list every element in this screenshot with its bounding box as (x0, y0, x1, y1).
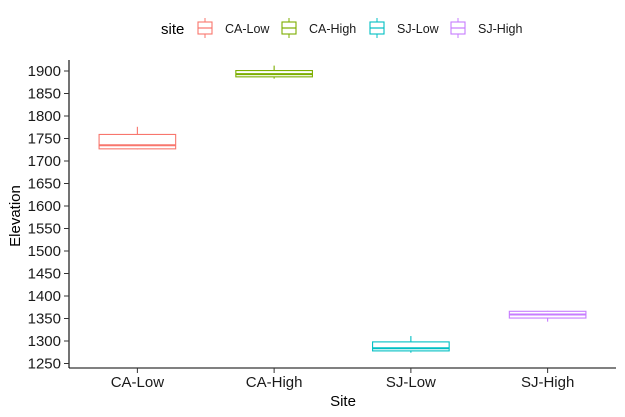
y-tick-label: 1350 (28, 311, 61, 328)
y-tick-label: 1750 (28, 131, 61, 148)
x-tick-label: CA-Low (111, 374, 165, 391)
x-tick-label: SJ-Low (386, 374, 436, 391)
legend-item-sj-high: SJ-High (450, 18, 523, 38)
y-axis-title: Elevation (7, 185, 24, 247)
legend-label: SJ-High (478, 22, 523, 36)
legend-title: site (161, 21, 184, 38)
y-axis: 1250 1300 1350 1400 1450 1500 1550 1600 1650 1700… (28, 60, 70, 373)
legend-item-ca-low: CA-Low (197, 18, 270, 38)
legend-key-icon (369, 18, 385, 38)
legend-item-sj-low: SJ-Low (369, 18, 440, 38)
box-ca-high (235, 65, 313, 79)
legend: site CA-Low CA-High SJ-Low SJ-High (161, 18, 523, 38)
y-tick-label: 1500 (28, 243, 61, 260)
legend-key-icon (450, 18, 466, 38)
x-axis-title: Site (330, 393, 356, 410)
y-tick-label: 1250 (28, 356, 61, 373)
y-tick-label: 1300 (28, 333, 61, 350)
x-tick-label: SJ-High (521, 374, 574, 391)
y-tick-label: 1400 (28, 288, 61, 305)
legend-key-icon (197, 18, 213, 38)
legend-key-icon (281, 18, 297, 38)
legend-label: CA-Low (225, 22, 270, 36)
y-tick-label: 1600 (28, 198, 61, 215)
y-tick-label: 1450 (28, 266, 61, 283)
box-body (98, 133, 177, 150)
y-tick-label: 1550 (28, 221, 61, 238)
y-tick-label: 1650 (28, 176, 61, 193)
x-tick-label: CA-High (246, 374, 303, 391)
x-axis: CA-Low CA-High SJ-Low SJ-High (69, 367, 616, 391)
box-sj-low (372, 336, 450, 353)
y-tick-label: 1700 (28, 153, 61, 170)
y-tick-label: 1900 (28, 63, 61, 80)
legend-label: CA-High (309, 22, 356, 36)
y-tick-label: 1800 (28, 108, 61, 125)
box-ca-low (98, 126, 177, 150)
legend-label: SJ-Low (397, 22, 440, 36)
box-body (372, 341, 450, 352)
legend-item-ca-high: CA-High (281, 18, 356, 38)
boxes (98, 65, 587, 353)
y-tick-label: 1850 (28, 86, 61, 103)
box-sj-high (508, 310, 587, 322)
